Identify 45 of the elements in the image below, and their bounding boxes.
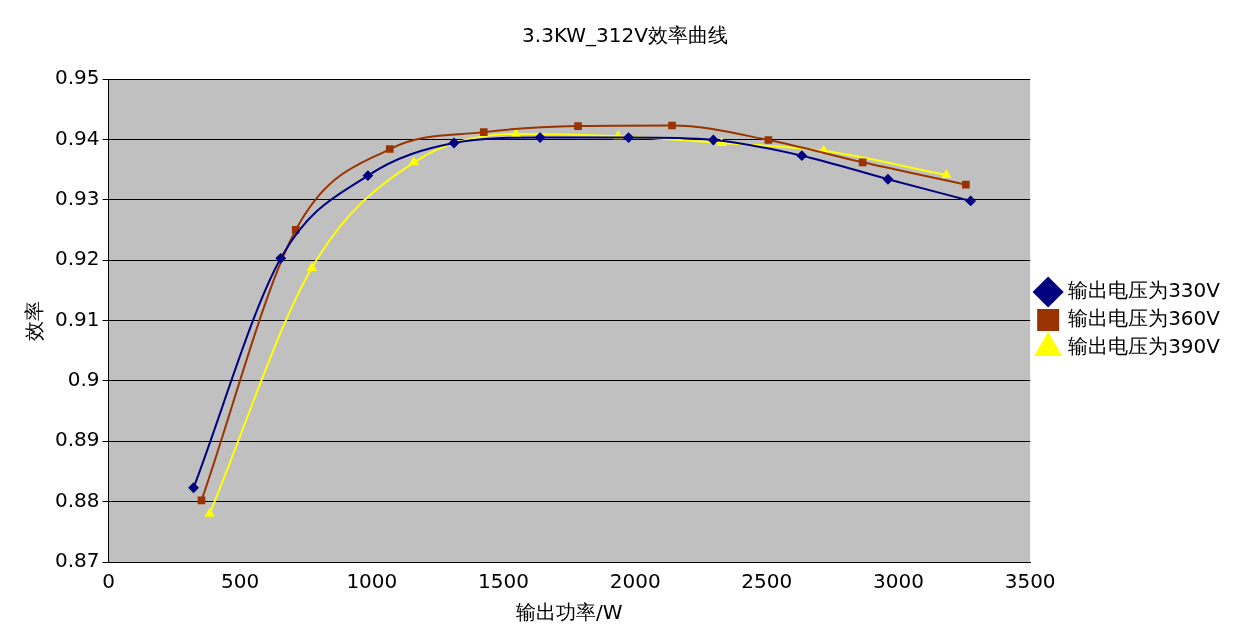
y-tick-label: 0.9 [67, 367, 100, 392]
x-tick-label: 3500 [1004, 569, 1056, 594]
point [858, 158, 867, 167]
y-tick-label: 0.91 [55, 306, 100, 331]
point [962, 180, 970, 189]
point [205, 508, 215, 517]
point [708, 134, 719, 145]
point [623, 132, 634, 143]
point [188, 482, 199, 493]
point [449, 138, 460, 148]
point [965, 195, 976, 206]
point [511, 128, 521, 137]
legend-label: 输出电压为330V [1068, 278, 1221, 303]
point [764, 136, 773, 144]
y-tick-label: 0.94 [55, 125, 100, 150]
point [479, 128, 488, 136]
x-tick-label: 500 [221, 569, 260, 594]
point [275, 253, 286, 264]
y-tick-label: 0.93 [55, 185, 100, 210]
point [385, 145, 394, 153]
x-axis-title: 输出功率/W [516, 600, 623, 625]
x-tick-label: 1000 [346, 569, 398, 594]
point [796, 150, 807, 161]
x-tick-label: 2500 [741, 569, 793, 594]
x-tick-label: 3000 [873, 569, 924, 594]
point [362, 170, 373, 181]
y-tick-label: 0.95 [55, 65, 100, 90]
point [882, 174, 893, 185]
point [941, 170, 951, 178]
point [409, 157, 419, 166]
point [574, 122, 582, 130]
point [307, 262, 317, 271]
y-tick-label: 0.88 [55, 487, 100, 512]
legend-label: 输出电压为360V [1068, 306, 1221, 331]
point [535, 132, 546, 143]
y-tick-label: 0.87 [55, 548, 100, 573]
y-tick-label: 0.89 [55, 427, 100, 452]
y-axis-title: 效率 [22, 300, 47, 341]
y-tick-label: 0.92 [55, 246, 100, 271]
x-tick-label: 0 [102, 569, 115, 594]
x-tick-label: 1500 [478, 569, 529, 594]
chart-title: 3.3KW_312V效率曲线 [522, 23, 728, 48]
x-tick-label: 2000 [609, 569, 661, 594]
point [668, 121, 676, 130]
legend-label: 输出电压为390V [1068, 334, 1221, 359]
